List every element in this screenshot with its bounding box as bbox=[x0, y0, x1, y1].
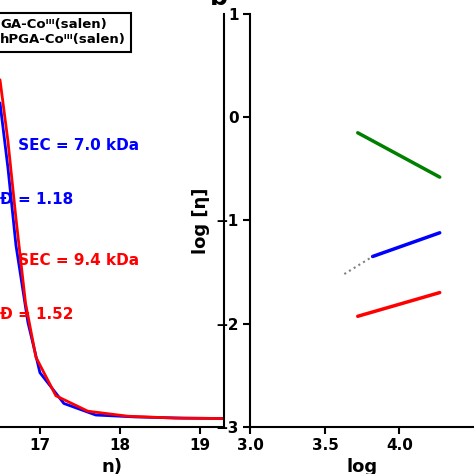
Text: GA-Coᴵᴵᴵ(salen)
hPGA-Coᴵᴵᴵ(salen): GA-Coᴵᴵᴵ(salen) hPGA-Coᴵᴵᴵ(salen) bbox=[0, 18, 126, 46]
Text: Ð = 1.52: Ð = 1.52 bbox=[0, 307, 73, 322]
Y-axis label: log [η]: log [η] bbox=[191, 187, 210, 254]
X-axis label: n): n) bbox=[101, 457, 122, 474]
X-axis label: log: log bbox=[346, 457, 378, 474]
Text: SEC = 9.4 kDa: SEC = 9.4 kDa bbox=[0, 254, 139, 268]
Text: b: b bbox=[210, 0, 228, 10]
Text: SEC = 7.0 kDa: SEC = 7.0 kDa bbox=[0, 138, 139, 153]
Text: Ð = 1.18: Ð = 1.18 bbox=[0, 191, 73, 207]
